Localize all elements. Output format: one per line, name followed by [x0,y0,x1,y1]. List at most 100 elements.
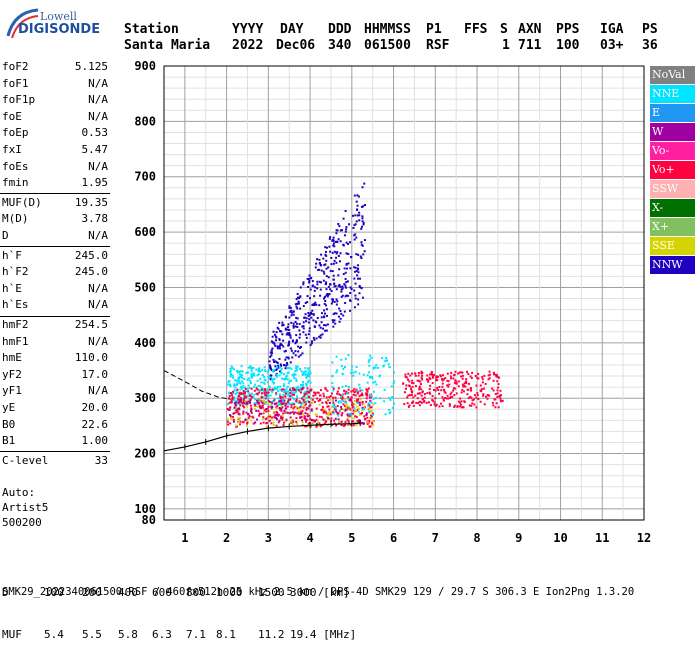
data-point [322,279,325,282]
data-point [318,280,321,283]
data-point [247,417,250,420]
data-point [332,244,335,247]
data-point [341,396,344,399]
data-point [311,340,314,343]
data-point [328,245,331,248]
param-value: 1.95 [81,176,109,190]
data-point [241,370,244,373]
data-point [356,389,359,392]
data-point [494,373,497,376]
data-point [367,402,370,405]
param-label: fmin [2,176,29,190]
data-point [330,419,333,422]
param-value: N/A [88,76,108,90]
data-point [297,355,300,358]
data-point [279,370,282,373]
data-point [325,420,328,423]
data-point [335,410,338,413]
data-point [249,398,252,401]
data-point [317,425,320,428]
param-value: N/A [88,109,108,123]
data-point [239,392,242,395]
data-point [275,392,278,395]
data-point [343,389,346,392]
param-value: N/A [88,93,108,107]
data-point [373,366,376,369]
data-point [289,416,292,419]
data-point [238,377,241,380]
param-row-10: D N/A [2,229,108,243]
header-value-4: 061500 [364,38,411,53]
data-point [293,393,296,396]
data-point [288,316,291,319]
data-point [358,386,361,389]
data-point [356,400,359,403]
data-point [296,307,299,310]
header-value-0: Santa Maria [124,38,211,53]
data-point [355,416,358,419]
param-value: 3.78 [81,212,109,226]
data-point [273,377,276,380]
data-point [340,288,343,291]
data-point [287,371,290,374]
data-point [250,368,253,371]
data-point [239,373,242,376]
data-point [304,418,307,421]
data-point [294,303,297,306]
data-point [494,406,497,409]
data-point [259,389,262,392]
data-point [347,242,350,245]
data-point [337,401,340,404]
data-point [416,397,419,400]
data-point [322,392,325,395]
header-value-7: 711 [518,38,542,53]
data-point [257,384,260,387]
data-point [258,389,261,392]
data-point [459,403,462,406]
data-point [420,376,423,379]
data-point [482,387,485,390]
param-label: C-level [2,453,49,467]
data-point [354,409,357,412]
data-point [316,391,319,394]
data-point [232,418,235,421]
data-point [481,378,484,381]
data-point [320,281,323,284]
data-point [332,404,335,407]
data-point [339,394,342,397]
data-point [355,270,358,273]
data-point [331,398,334,401]
data-point [344,277,347,280]
data-point [270,374,273,377]
y-tick-label: 800 [134,114,156,128]
data-point [316,280,319,283]
param-label: foEp [2,126,29,140]
data-point [311,401,314,404]
data-point [285,410,288,413]
data-point [309,404,312,407]
data-point [350,414,353,417]
data-point [271,335,274,338]
data-point [471,399,474,402]
data-point [250,375,253,378]
data-point [341,294,344,297]
header-value-3: 340 [328,38,352,53]
data-point [287,402,290,405]
data-point [409,394,412,397]
data-point [263,391,266,394]
data-point [418,385,421,388]
data-point [295,420,298,423]
data-point [295,417,298,420]
data-point [267,395,270,398]
data-point [329,236,332,239]
data-point [299,346,302,349]
data-point [415,401,418,404]
data-point [305,408,308,411]
data-point [280,364,283,367]
data-point [282,394,285,397]
data-point [308,373,311,376]
data-point [462,406,465,409]
data-point [302,398,305,401]
data-point [332,321,335,324]
